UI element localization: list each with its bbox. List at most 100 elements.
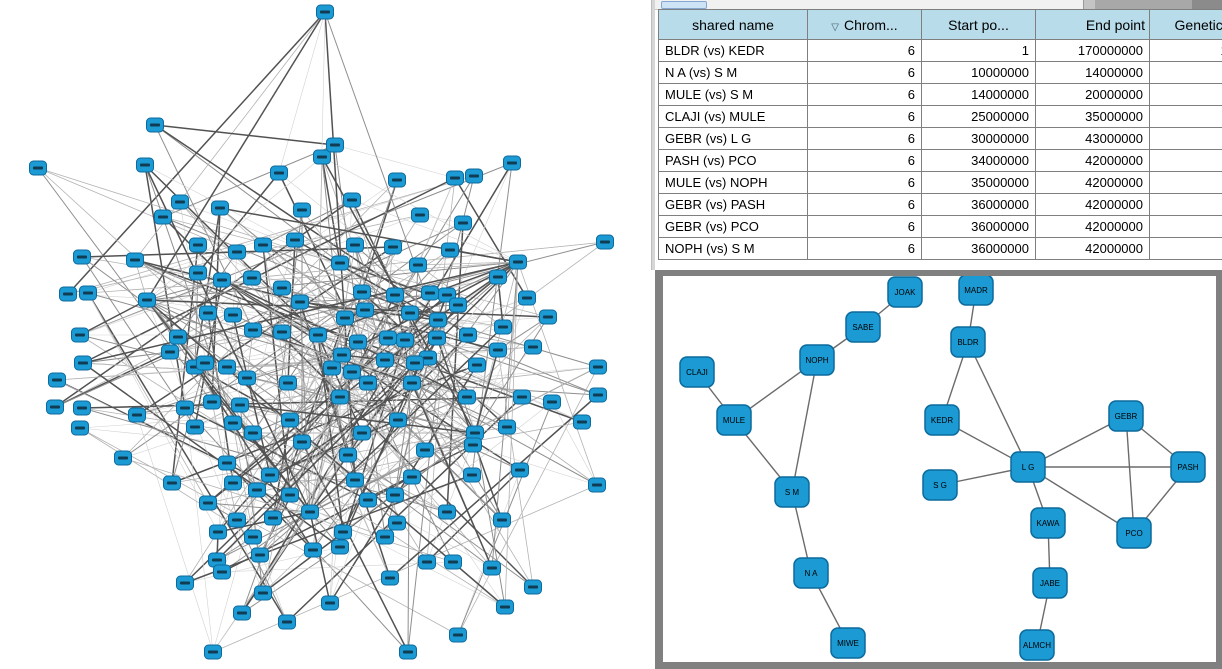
cell-value[interactable]: 14000000: [1035, 61, 1150, 84]
cell-value[interactable]: 6: [807, 215, 922, 238]
cell-shared-name[interactable]: GEBR (vs) L G: [658, 127, 808, 150]
cell-value[interactable]: 35000000: [921, 171, 1036, 194]
network-node[interactable]: [186, 419, 204, 435]
network-node[interactable]: [213, 564, 231, 580]
cell-value[interactable]: 8.9: [1149, 193, 1222, 216]
network-node[interactable]: [483, 560, 501, 576]
network-node[interactable]: [114, 450, 132, 466]
column-header-chrom---[interactable]: ▽ Chrom...: [807, 9, 922, 40]
table-row[interactable]: BLDR (vs) KEDR61170000000192.0: [658, 39, 1222, 62]
subnetwork-node-n-a[interactable]: N A: [793, 557, 829, 589]
network-node[interactable]: [323, 360, 341, 376]
network-node[interactable]: [218, 359, 236, 375]
subnetwork-node-madr[interactable]: MADR: [958, 276, 994, 306]
network-node[interactable]: [254, 585, 272, 601]
network-node[interactable]: [509, 254, 527, 270]
network-node[interactable]: [464, 437, 482, 453]
network-node[interactable]: [278, 614, 296, 630]
scrollbar-track-right[interactable]: [1095, 0, 1222, 9]
network-node[interactable]: [334, 524, 352, 540]
network-node[interactable]: [336, 310, 354, 326]
cell-value[interactable]: 36000000: [921, 237, 1036, 260]
network-node[interactable]: [154, 209, 172, 225]
network-node[interactable]: [494, 319, 512, 335]
table-row[interactable]: N A (vs) S M610000000140000006.6: [658, 61, 1222, 84]
cell-value[interactable]: 9.9: [1149, 237, 1222, 260]
network-node[interactable]: [48, 372, 66, 388]
network-node[interactable]: [449, 297, 467, 313]
network-node[interactable]: [316, 4, 334, 20]
cell-value[interactable]: 6: [807, 61, 922, 84]
network-node[interactable]: [418, 554, 436, 570]
cell-value[interactable]: 16.9: [1149, 127, 1222, 150]
table-row[interactable]: CLAJI (vs) MULE625000000350000005.9: [658, 105, 1222, 128]
main-network-canvas[interactable]: [0, 0, 655, 669]
network-node[interactable]: [539, 309, 557, 325]
subnetwork-node-s-g[interactable]: S G: [922, 469, 958, 501]
network-node[interactable]: [301, 504, 319, 520]
subnetwork-node-claji[interactable]: CLAJI: [679, 356, 715, 388]
network-node[interactable]: [588, 477, 606, 493]
cell-value[interactable]: 6: [807, 237, 922, 260]
network-node[interactable]: [333, 347, 351, 363]
cell-value[interactable]: 192.0: [1149, 39, 1222, 62]
network-node[interactable]: [238, 370, 256, 386]
panel-splitter[interactable]: [651, 0, 655, 270]
cell-value[interactable]: 42000000: [1035, 237, 1150, 260]
table-row[interactable]: GEBR (vs) PASH636000000420000008.9: [658, 193, 1222, 216]
network-node[interactable]: [376, 352, 394, 368]
network-node[interactable]: [518, 290, 536, 306]
network-node[interactable]: [209, 524, 227, 540]
network-node[interactable]: [396, 332, 414, 348]
network-node[interactable]: [384, 239, 402, 255]
table-row[interactable]: MULE (vs) S M614000000200000007.5: [658, 83, 1222, 106]
network-node[interactable]: [466, 425, 484, 441]
network-node[interactable]: [416, 442, 434, 458]
subnetwork-node-sabe[interactable]: SABE: [845, 311, 881, 343]
column-header-shared-name[interactable]: shared name: [658, 9, 808, 40]
network-node[interactable]: [231, 397, 249, 413]
network-node[interactable]: [138, 292, 156, 308]
cell-shared-name[interactable]: CLAJI (vs) MULE: [658, 105, 808, 128]
network-node[interactable]: [73, 249, 91, 265]
network-node[interactable]: [388, 172, 406, 188]
network-node[interactable]: [59, 286, 77, 302]
subnetwork-canvas[interactable]: JOAK SABE NOPH CLAJI MULE MADR BLDR KEDR GEBR L G…: [663, 276, 1216, 662]
subnetwork-edge-BLDR-L G[interactable]: [967, 341, 1029, 468]
network-node[interactable]: [356, 302, 374, 318]
network-node[interactable]: [79, 285, 97, 301]
cell-shared-name[interactable]: MULE (vs) NOPH: [658, 171, 808, 194]
cell-shared-name[interactable]: GEBR (vs) PCO: [658, 215, 808, 238]
cell-value[interactable]: 35000000: [1035, 105, 1150, 128]
network-node[interactable]: [293, 434, 311, 450]
network-node[interactable]: [146, 117, 164, 133]
network-node[interactable]: [304, 542, 322, 558]
network-node[interactable]: [171, 194, 189, 210]
cell-value[interactable]: 7.5: [1149, 83, 1222, 106]
network-node[interactable]: [421, 285, 439, 301]
network-node[interactable]: [438, 504, 456, 520]
network-node[interactable]: [346, 237, 364, 253]
network-node[interactable]: [343, 364, 361, 380]
network-node[interactable]: [46, 399, 64, 415]
network-node[interactable]: [388, 515, 406, 531]
network-node[interactable]: [176, 400, 194, 416]
subnetwork-node-noph[interactable]: NOPH: [799, 344, 835, 376]
cell-shared-name[interactable]: PASH (vs) PCO: [658, 149, 808, 172]
network-node[interactable]: [379, 330, 397, 346]
network-node[interactable]: [244, 425, 262, 441]
network-node[interactable]: [313, 149, 331, 165]
cell-shared-name[interactable]: BLDR (vs) KEDR: [658, 39, 808, 62]
subnetwork-node-bldr[interactable]: BLDR: [950, 326, 986, 358]
network-node[interactable]: [468, 357, 486, 373]
subnetwork-node-miwe[interactable]: MIWE: [830, 627, 866, 659]
network-node[interactable]: [444, 554, 462, 570]
network-node[interactable]: [389, 412, 407, 428]
network-node[interactable]: [243, 270, 261, 286]
network-node[interactable]: [163, 475, 181, 491]
subnetwork-node-almch[interactable]: ALMCH: [1019, 629, 1055, 661]
network-node[interactable]: [409, 257, 427, 273]
network-node[interactable]: [224, 475, 242, 491]
network-node[interactable]: [281, 487, 299, 503]
subnetwork-node-s-m[interactable]: S M: [774, 476, 810, 508]
